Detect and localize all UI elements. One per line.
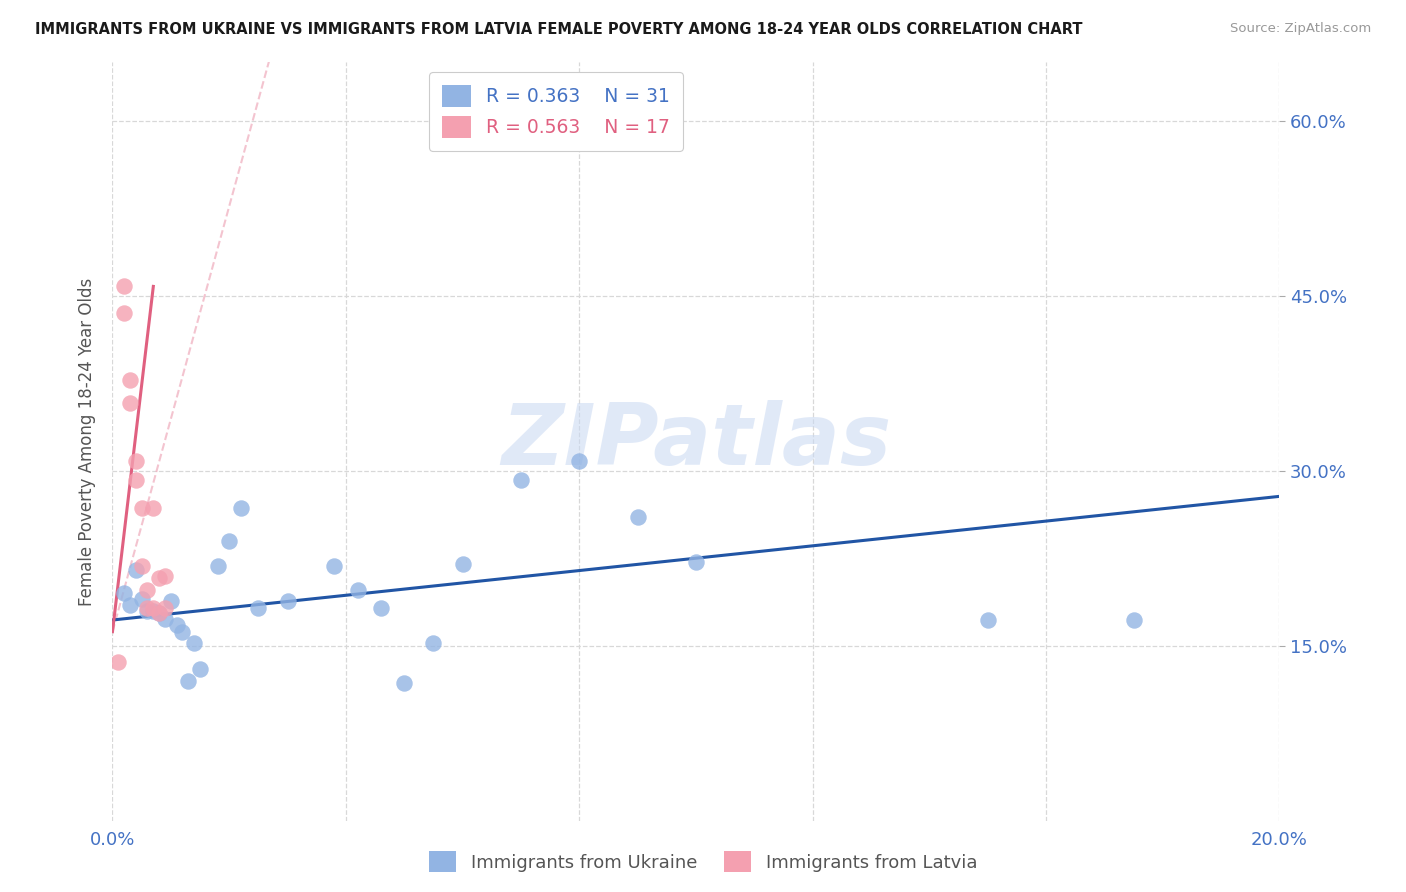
Point [136, 582, 159, 597]
Point [188, 662, 211, 676]
Text: Source: ZipAtlas.com: Source: ZipAtlas.com [1230, 22, 1371, 36]
Text: IMMIGRANTS FROM UKRAINE VS IMMIGRANTS FROM LATVIA FEMALE POVERTY AMONG 18-24 YEA: IMMIGRANTS FROM UKRAINE VS IMMIGRANTS FR… [35, 22, 1083, 37]
Point [153, 612, 176, 626]
Point [118, 373, 141, 387]
Point [177, 673, 200, 688]
Point [112, 279, 135, 293]
Point [323, 559, 346, 574]
Point [148, 571, 170, 585]
Point [148, 606, 170, 620]
Point [118, 598, 141, 612]
Point [172, 624, 194, 639]
Point [153, 568, 176, 582]
Point [136, 604, 159, 618]
Point [422, 636, 444, 650]
Point [107, 655, 129, 669]
Point [370, 601, 392, 615]
Y-axis label: Female Poverty Among 18-24 Year Olds: Female Poverty Among 18-24 Year Olds [77, 277, 96, 606]
Text: ZIPatlas: ZIPatlas [501, 400, 891, 483]
Legend: R = 0.363    N = 31, R = 0.563    N = 17: R = 0.363 N = 31, R = 0.563 N = 17 [429, 72, 682, 151]
Point [153, 601, 176, 615]
Point [394, 676, 416, 690]
Point [247, 601, 270, 615]
Legend: Immigrants from Ukraine, Immigrants from Latvia: Immigrants from Ukraine, Immigrants from… [420, 842, 986, 881]
Point [148, 606, 170, 620]
Point [685, 555, 707, 569]
Point [131, 592, 153, 607]
Point [131, 559, 153, 574]
Point [346, 582, 368, 597]
Point [218, 533, 240, 548]
Point [166, 617, 188, 632]
Point [229, 501, 252, 516]
Point [142, 601, 165, 615]
Point [160, 594, 183, 608]
Point [183, 636, 205, 650]
Point [627, 510, 650, 524]
Point [207, 559, 229, 574]
Point [142, 604, 165, 618]
Point [125, 473, 148, 487]
Point [976, 613, 998, 627]
Point [131, 501, 153, 516]
Point [136, 601, 159, 615]
Point [112, 306, 135, 320]
Point [142, 501, 165, 516]
Point [118, 396, 141, 410]
Point [112, 586, 135, 600]
Point [509, 473, 531, 487]
Point [125, 563, 148, 577]
Point [451, 557, 474, 571]
Point [276, 594, 298, 608]
Point [1122, 613, 1144, 627]
Point [568, 454, 591, 468]
Point [125, 454, 148, 468]
